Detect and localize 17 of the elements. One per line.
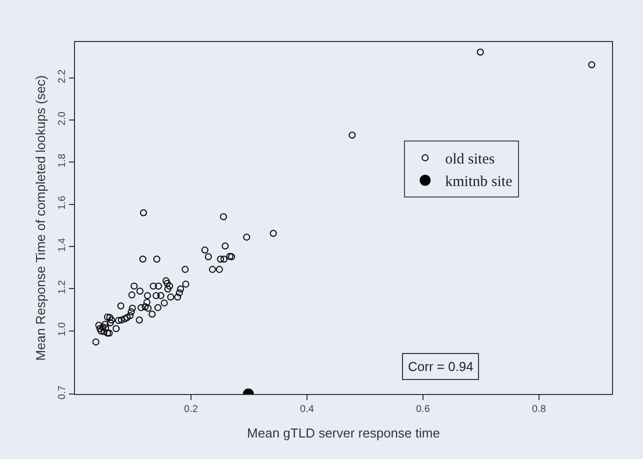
x-axis-title: Mean gTLD server response time	[247, 426, 440, 441]
x-tick-label: 0.4	[300, 404, 314, 415]
legend-label: old sites	[445, 152, 495, 168]
annotation: Corr = 0.94	[408, 359, 474, 374]
x-tick-label: 0.6	[416, 404, 430, 415]
y-tick-label: 1.4	[57, 238, 68, 252]
y-tick-label: 2.2	[57, 68, 68, 84]
y-tick-label: 2.0	[57, 111, 68, 126]
x-tick-label: 0.8	[532, 404, 546, 415]
legend-label: kmitnb site	[445, 174, 513, 190]
y-tick-label: 1.2	[57, 280, 68, 294]
x-tick-label: 0.2	[184, 404, 198, 415]
y-tick-label: 0.7	[57, 385, 68, 400]
y-tick-label: 1.0	[57, 322, 68, 336]
y-tick-label: 1.8	[57, 153, 68, 168]
y-tick-label: 1.6	[57, 195, 68, 210]
y-axis-title: Mean Response Time of completed lookups (sec)	[32, 75, 48, 361]
